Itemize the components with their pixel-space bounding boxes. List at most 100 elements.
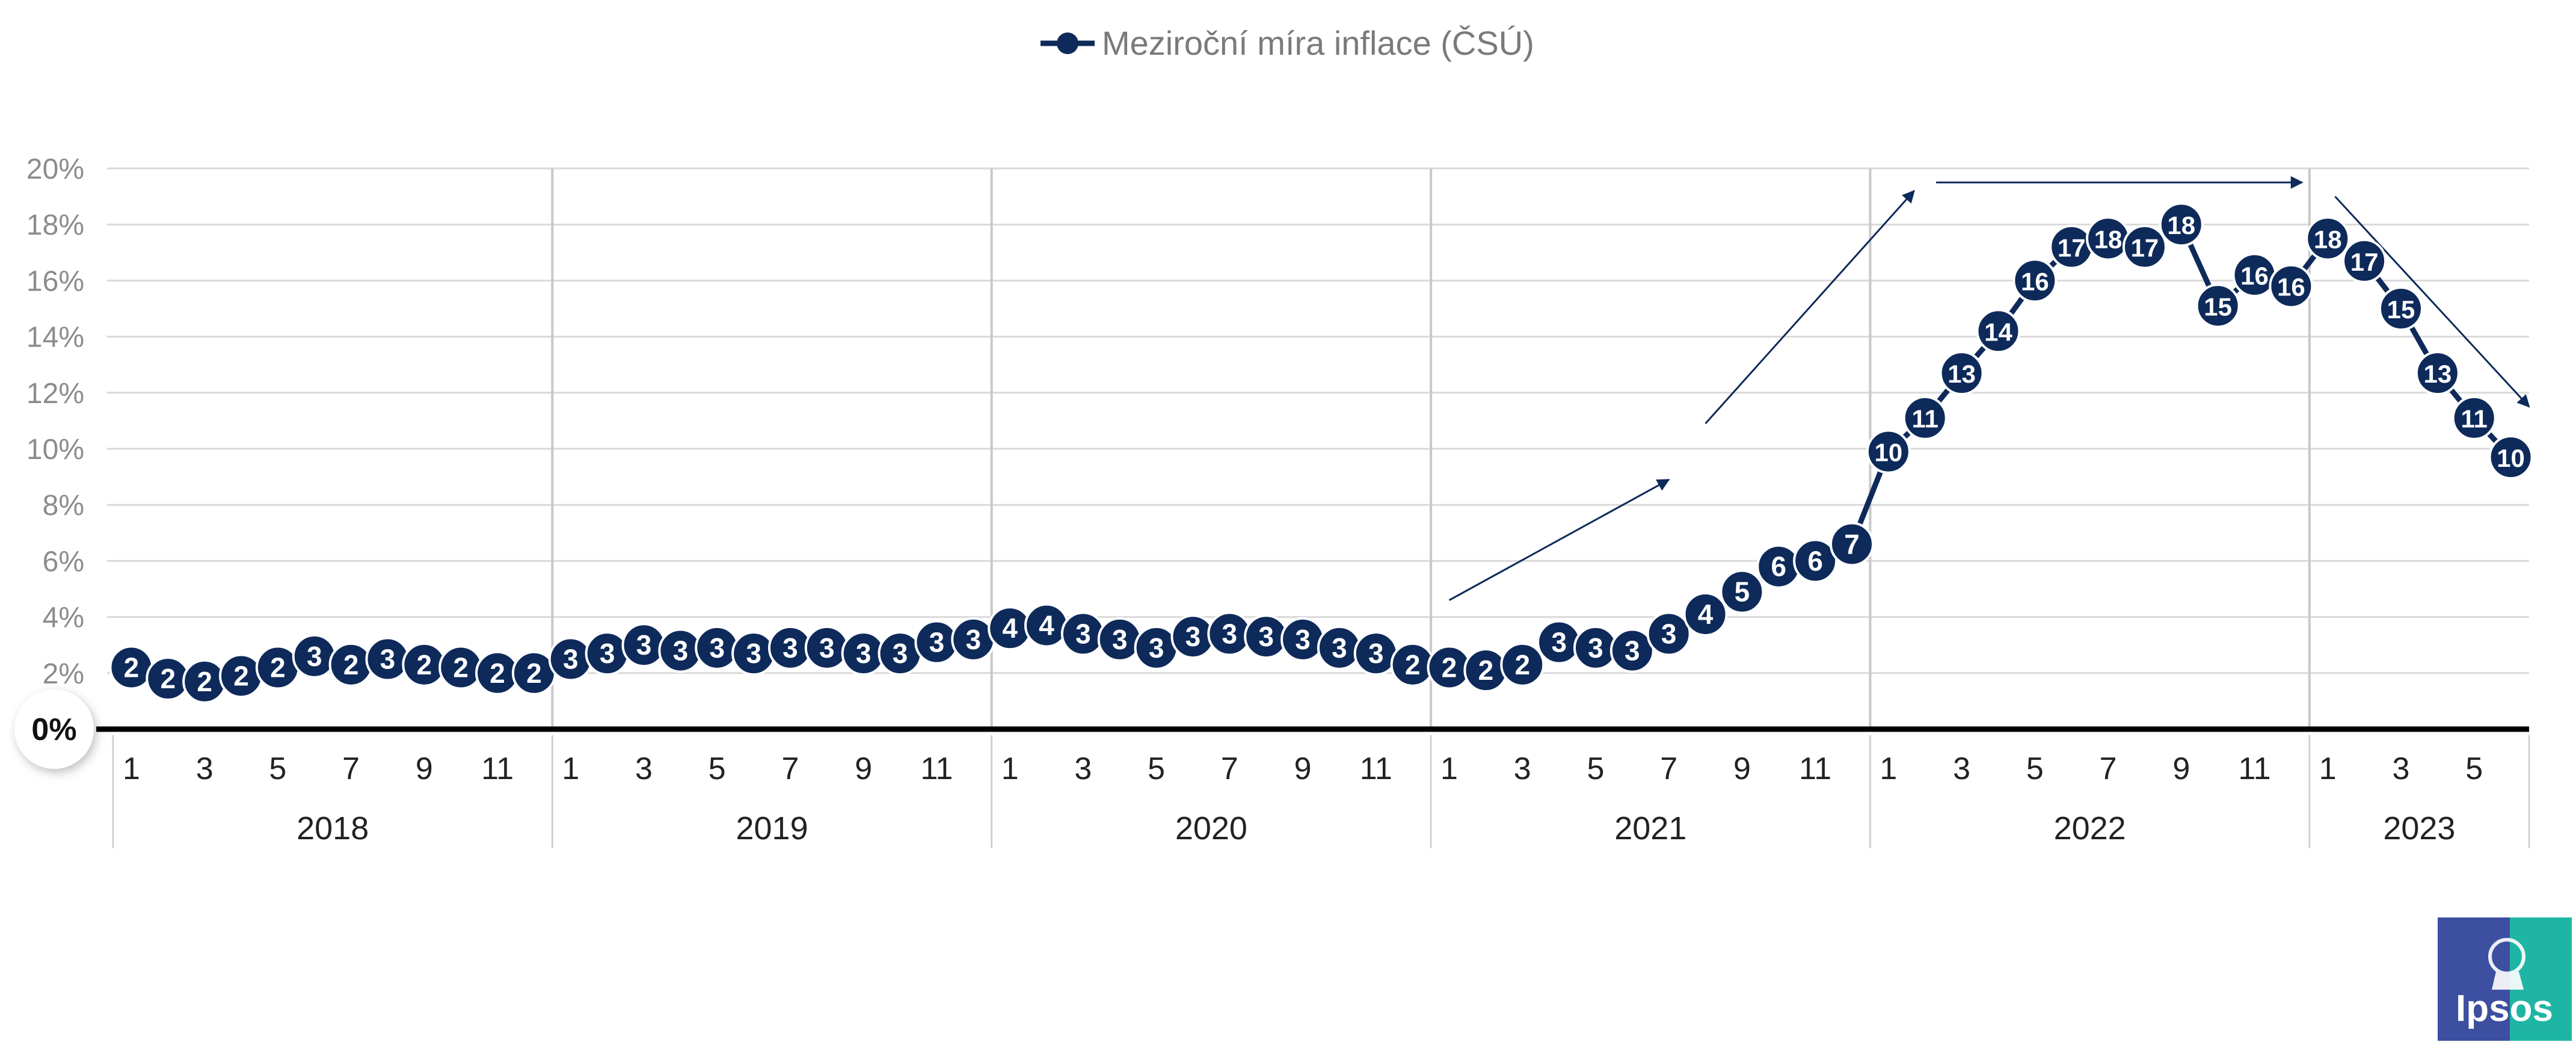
- data-point-marker: [2012, 258, 2058, 303]
- month-tick-label: 7: [1660, 751, 1677, 786]
- month-tick-label: 1: [2319, 751, 2337, 786]
- data-point-marker: [1866, 429, 1911, 474]
- data-point-label: 4: [1039, 610, 1054, 641]
- data-point-label: 3: [1075, 618, 1091, 650]
- data-point-label: 16: [2277, 273, 2305, 301]
- data-point-label: 2: [270, 652, 286, 683]
- data-point-marker: [1902, 395, 1947, 440]
- data-point: 6: [1793, 538, 1838, 584]
- data-point-label: 2: [343, 649, 359, 680]
- data-point: 4: [1024, 603, 1069, 648]
- data-point-marker: [2122, 224, 2167, 270]
- data-point-label: 3: [856, 638, 871, 669]
- y-tick-label: 6%: [43, 546, 84, 578]
- data-point-label: 3: [893, 638, 908, 669]
- data-point: 2: [146, 656, 191, 701]
- data-point: 4: [1683, 591, 1728, 637]
- data-point-label: 16: [2240, 262, 2269, 290]
- y-tick-label: 8%: [43, 490, 84, 522]
- data-point-marker: [1683, 591, 1728, 637]
- data-point: 3: [804, 625, 849, 670]
- data-point-marker: [2342, 238, 2387, 283]
- month-tick-label: 3: [196, 751, 214, 786]
- data-point: 10: [2488, 434, 2533, 479]
- data-point-label: 2: [1442, 652, 1457, 683]
- data-point-label: 17: [2131, 233, 2159, 262]
- y-tick-label: 2%: [43, 658, 84, 690]
- data-point: 13: [2415, 351, 2460, 396]
- data-point-label: 2: [490, 658, 505, 689]
- ipsos-logo: Ipsos: [2438, 917, 2572, 1041]
- data-point: 3: [1537, 620, 1582, 665]
- data-point-marker: [1609, 628, 1655, 673]
- data-point-label: 3: [1295, 624, 1311, 655]
- data-point: 15: [2378, 286, 2423, 331]
- data-point: 11: [1902, 395, 1947, 440]
- data-point-label: 13: [1947, 360, 1976, 388]
- data-point: 3: [841, 631, 886, 676]
- data-point-marker: [2488, 434, 2533, 479]
- month-tick-label: 3: [1953, 751, 1970, 786]
- data-point-label: 3: [709, 632, 725, 664]
- data-point: 7: [1830, 522, 1875, 567]
- month-tick-label: 11: [481, 751, 514, 786]
- data-point-label: 10: [2497, 444, 2525, 472]
- data-point-marker: [2305, 216, 2350, 261]
- data-point-label: 3: [746, 638, 761, 669]
- legend: Meziroční míra inflace (ČSÚ): [1041, 24, 1534, 62]
- month-tick-label: 7: [342, 751, 360, 786]
- logo-profile-icon: [2488, 938, 2525, 990]
- month-tick-label: 5: [1587, 751, 1605, 786]
- data-point: 3: [878, 631, 923, 676]
- data-point-marker: [2195, 283, 2240, 328]
- data-point-label: 5: [1735, 576, 1750, 608]
- data-point: 3: [585, 631, 630, 676]
- data-point: 2: [511, 650, 556, 695]
- month-tick-label: 3: [635, 751, 653, 786]
- data-point: 3: [1244, 614, 1289, 659]
- data-point-label: 16: [2021, 267, 2049, 295]
- month-tick-label: 1: [1880, 751, 1897, 786]
- data-point-label: 2: [526, 658, 542, 689]
- data-point-marker: [2269, 264, 2314, 309]
- year-label: 2022: [2054, 810, 2126, 846]
- data-point-marker: [1793, 538, 1838, 584]
- data-point: 18: [2159, 202, 2204, 247]
- data-point: 16: [2269, 264, 2314, 309]
- data-point: 11: [2452, 395, 2497, 440]
- data-point-marker: [1500, 642, 1545, 687]
- data-point: 18: [2305, 216, 2350, 261]
- data-point-label: 3: [819, 632, 835, 664]
- data-point: 3: [621, 623, 666, 668]
- data-point-marker: [2415, 351, 2460, 396]
- data-point-label: 7: [1844, 528, 1860, 559]
- data-point-label: 2: [160, 663, 176, 694]
- data-point: 18: [2086, 216, 2131, 261]
- data-point-label: 15: [2204, 292, 2232, 321]
- data-point: 3: [914, 620, 959, 665]
- data-point: 2: [182, 659, 227, 704]
- data-point-label: 3: [965, 624, 981, 655]
- data-point: 2: [328, 642, 373, 687]
- data-point: 5: [1720, 569, 1765, 614]
- legend-label: Meziroční míra inflace (ČSÚ): [1102, 24, 1534, 62]
- data-point: 2: [1463, 648, 1508, 693]
- data-point: 3: [1609, 628, 1655, 673]
- data-point-marker: [2159, 202, 2204, 247]
- year-label: 2018: [297, 810, 369, 846]
- y-tick-label: 14%: [26, 322, 84, 354]
- data-point-label: 3: [307, 641, 322, 672]
- data-point: 17: [2049, 224, 2094, 270]
- month-tick-label: 3: [1514, 751, 1531, 786]
- year-label: 2019: [736, 810, 808, 846]
- y-tick-label: 16%: [26, 265, 84, 297]
- y-axis-ticks: 2% 4% 6% 8% 10% 12% 14% 16% 18% 20%: [26, 153, 84, 690]
- data-point-label: 18: [2314, 226, 2342, 254]
- data-point-label: 3: [673, 635, 689, 667]
- data-point-label: 6: [1807, 545, 1823, 576]
- data-point-label: 3: [1149, 632, 1164, 664]
- data-point-label: 3: [563, 644, 579, 675]
- month-tick-label: 1: [123, 751, 140, 786]
- trend-arrow: [1705, 190, 1915, 425]
